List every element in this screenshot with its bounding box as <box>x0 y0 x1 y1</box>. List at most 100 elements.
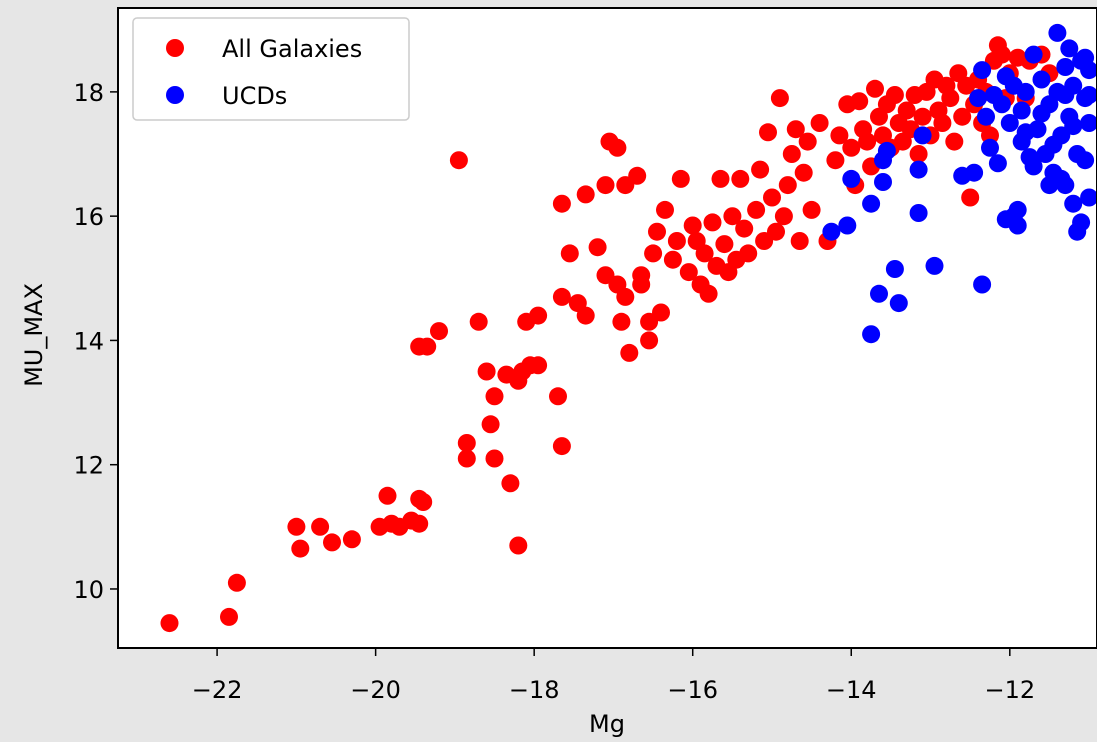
legend-marker-all-galaxies <box>166 39 184 57</box>
point-all-galaxies <box>418 337 437 356</box>
x-tick-label: −20 <box>350 676 401 704</box>
point-all-galaxies <box>711 169 730 188</box>
point-all-galaxies <box>739 244 758 263</box>
point-ucds <box>1076 151 1095 170</box>
point-all-galaxies <box>560 244 579 263</box>
point-all-galaxies <box>509 536 528 555</box>
point-ucds <box>1064 194 1083 213</box>
point-all-galaxies <box>981 126 999 145</box>
y-axis-label: MU_MAX <box>20 283 48 387</box>
point-ucds <box>1056 58 1075 76</box>
point-ucds <box>1032 70 1051 89</box>
point-ucds <box>909 204 928 222</box>
point-ucds <box>822 222 841 241</box>
point-all-galaxies <box>798 132 817 151</box>
point-all-galaxies <box>715 235 734 254</box>
point-all-galaxies <box>485 449 504 468</box>
point-ucds <box>1048 23 1067 42</box>
point-all-galaxies <box>913 107 932 126</box>
point-ucds <box>1080 114 1097 132</box>
point-all-galaxies <box>695 244 714 263</box>
point-all-galaxies <box>449 151 468 170</box>
point-all-galaxies <box>778 176 797 195</box>
point-ucds <box>1044 135 1063 154</box>
point-all-galaxies <box>731 169 750 188</box>
points-layer <box>160 23 1097 633</box>
y-tick-label: 12 <box>73 452 104 480</box>
point-all-galaxies <box>703 213 722 232</box>
point-all-galaxies <box>227 573 246 592</box>
point-all-galaxies <box>671 169 690 188</box>
point-all-galaxies <box>992 45 1011 64</box>
point-all-galaxies <box>945 132 964 151</box>
point-all-galaxies <box>652 303 670 322</box>
legend-marker-ucds <box>166 86 184 104</box>
legend-label-ucds: UCDs <box>222 82 287 110</box>
point-all-galaxies <box>790 232 809 250</box>
y-tick-label: 18 <box>73 79 104 107</box>
point-all-galaxies <box>529 356 548 375</box>
point-ucds <box>1064 117 1083 136</box>
point-all-galaxies <box>953 107 972 126</box>
point-all-galaxies <box>608 138 627 157</box>
point-ucds <box>1008 200 1027 219</box>
point-all-galaxies <box>679 263 698 282</box>
point-ucds <box>969 89 988 108</box>
point-all-galaxies <box>596 176 615 195</box>
point-ucds <box>862 194 881 213</box>
y-tick-label: 14 <box>73 327 104 355</box>
point-ucds <box>1080 86 1097 104</box>
point-all-galaxies <box>549 387 567 406</box>
point-ucds <box>981 138 999 157</box>
point-all-galaxies <box>457 434 476 452</box>
point-all-galaxies <box>644 244 663 263</box>
point-all-galaxies <box>826 151 845 170</box>
point-all-galaxies <box>802 200 821 219</box>
point-all-galaxies <box>667 232 686 250</box>
point-ucds <box>1052 169 1071 188</box>
point-all-galaxies <box>830 126 849 145</box>
point-ucds <box>977 107 995 126</box>
point-all-galaxies <box>858 132 877 151</box>
y-tick-label: 10 <box>73 576 104 604</box>
x-tick-label: −18 <box>509 676 560 704</box>
point-ucds <box>1016 82 1035 101</box>
point-ucds <box>1012 101 1031 120</box>
point-all-galaxies <box>552 194 571 213</box>
point-ucds <box>1060 39 1079 58</box>
point-ucds <box>862 325 881 344</box>
legend-box <box>132 17 410 121</box>
point-all-galaxies <box>897 101 916 120</box>
x-tick-label: −12 <box>984 676 1035 704</box>
point-all-galaxies <box>933 114 952 132</box>
point-all-galaxies <box>763 188 781 207</box>
point-all-galaxies <box>576 306 595 325</box>
point-ucds <box>874 173 892 191</box>
point-all-galaxies <box>786 120 805 139</box>
x-tick-label: −14 <box>826 676 877 704</box>
point-all-galaxies <box>850 92 869 111</box>
point-all-galaxies <box>323 533 341 552</box>
point-all-galaxies <box>457 449 476 468</box>
point-all-galaxies <box>794 163 813 182</box>
point-all-galaxies <box>723 207 742 226</box>
point-ucds <box>992 95 1011 114</box>
point-ucds <box>965 163 984 182</box>
point-all-galaxies <box>628 166 647 185</box>
point-ucds <box>1016 123 1035 142</box>
point-all-galaxies <box>485 387 504 406</box>
point-all-galaxies <box>481 415 500 434</box>
point-all-galaxies <box>782 145 801 163</box>
point-all-galaxies <box>430 322 448 341</box>
legend: All Galaxies UCDs <box>132 17 410 121</box>
point-all-galaxies <box>866 79 884 98</box>
point-ucds <box>1080 188 1097 207</box>
point-all-galaxies <box>469 312 488 331</box>
point-ucds <box>877 141 896 160</box>
point-all-galaxies <box>683 216 702 235</box>
point-all-galaxies <box>414 493 433 511</box>
point-all-galaxies <box>767 222 785 241</box>
point-all-galaxies <box>529 306 548 325</box>
point-all-galaxies <box>747 200 766 219</box>
